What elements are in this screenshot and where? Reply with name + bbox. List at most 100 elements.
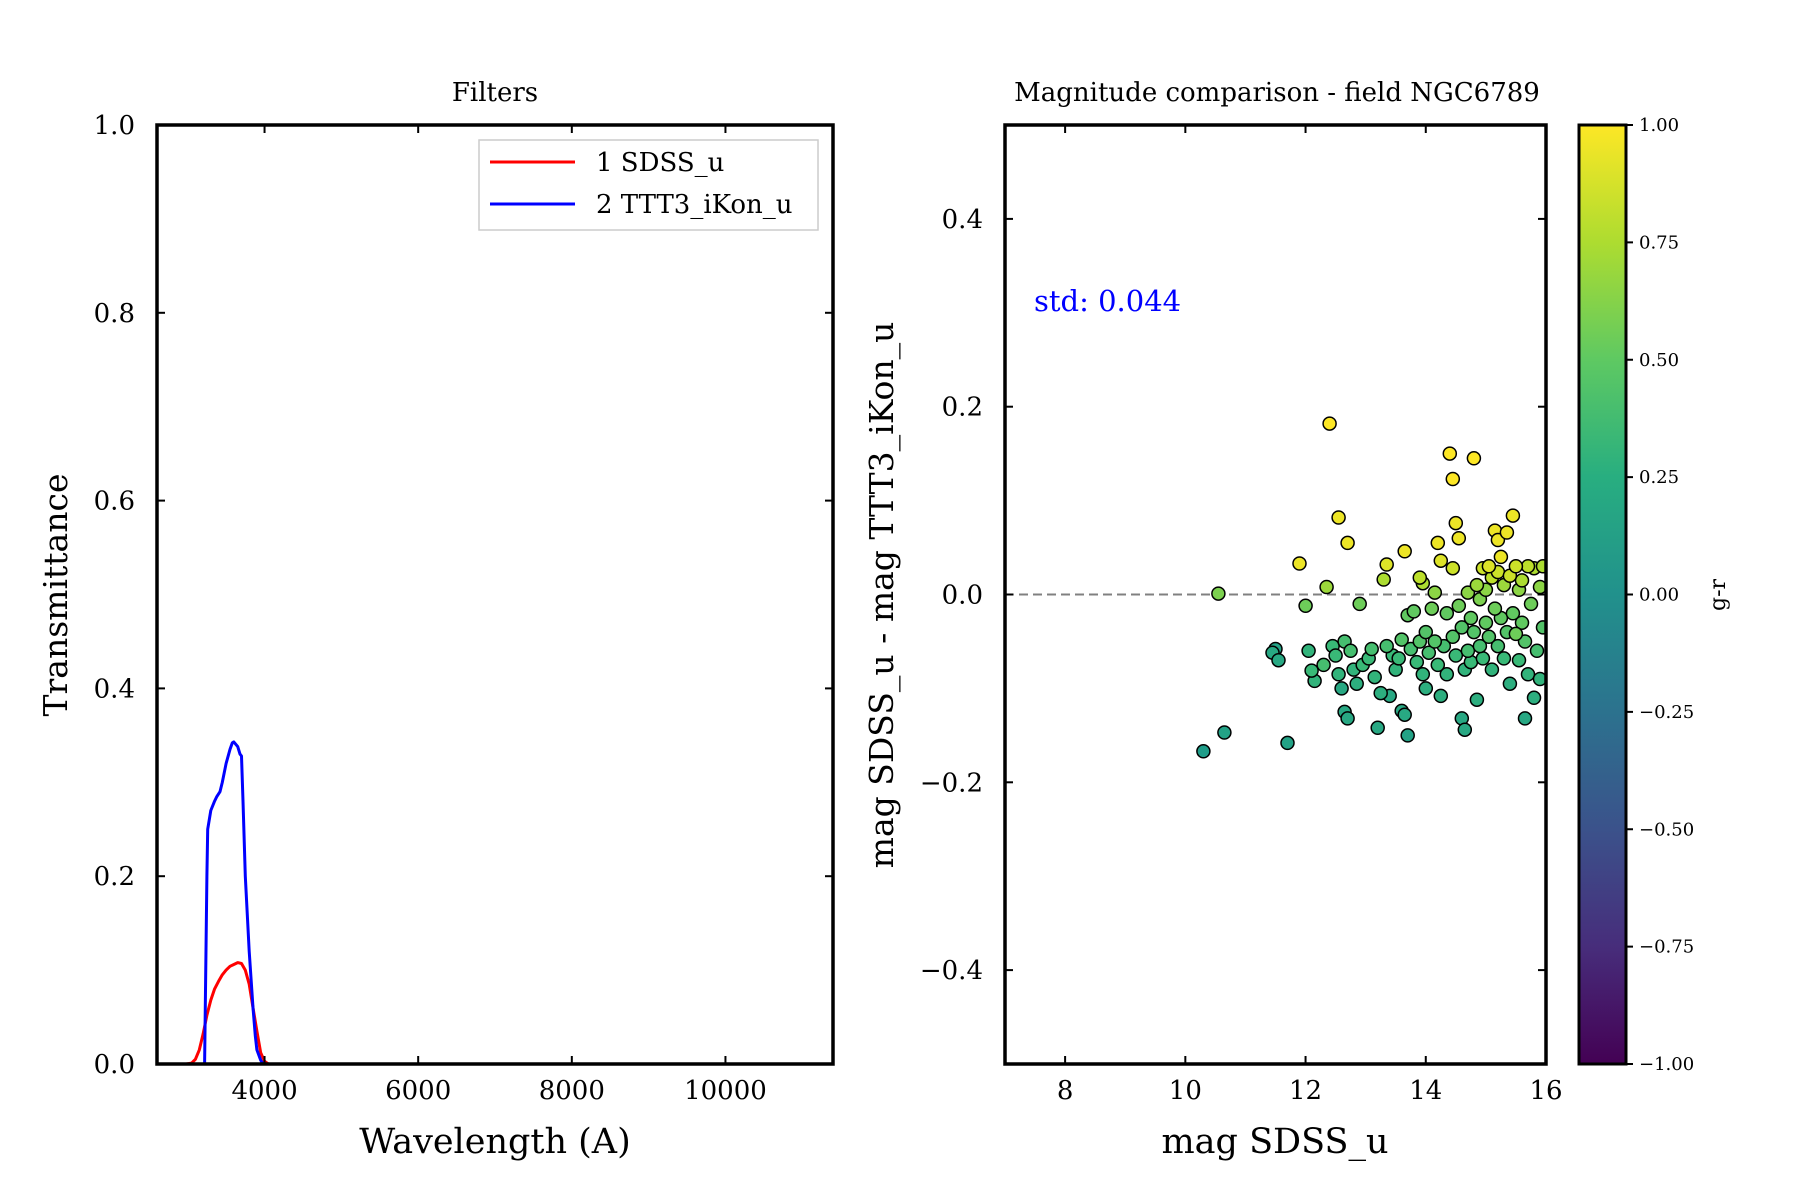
scatter-point (1475, 651, 1491, 666)
scatter-point (1298, 598, 1313, 614)
scatter-point (1463, 610, 1479, 626)
colorbar-gradient (1577, 123, 1628, 1066)
scatter-point (1469, 577, 1485, 593)
y-tick-label-1: −0.2 (920, 768, 983, 798)
y-tick-label-5: 1.0 (94, 111, 135, 141)
legend-label-ttt3-ikon-u: 2 TTT3_iKon_u (596, 190, 793, 220)
scatter-point (1364, 641, 1379, 657)
colorbar-tick-label-4: 0.00 (1639, 585, 1679, 606)
scatter-point (1517, 711, 1533, 726)
x-tick-label-10000: 10000 (684, 1076, 767, 1106)
scatter-point (1373, 685, 1388, 701)
x-tick-label-4000: 4000 (231, 1076, 297, 1106)
magnitude-panel: Magnitude comparison - field NGC6789 8 10… (862, 78, 1563, 1162)
scatter-point (1370, 720, 1385, 736)
filters-ylabel: Transmittance (36, 474, 75, 717)
scatter-point (1529, 643, 1545, 659)
x-tick-label-16: 16 (1529, 1076, 1562, 1106)
scatter-point (1328, 648, 1343, 663)
scatter-point (1379, 638, 1394, 654)
colorbar-ticks: −1.00 −0.75 −0.50 −0.25 0.00 0.25 0.50 0.75 1.00 (1626, 115, 1694, 1075)
scatter-point (1304, 663, 1319, 678)
scatter-point (1439, 667, 1455, 682)
scatter-point (1415, 667, 1431, 682)
scatter-point (1505, 606, 1521, 621)
y-tick-label-2: 0.0 (942, 581, 983, 611)
scatter-point (1376, 572, 1391, 587)
scatter-point (1472, 638, 1488, 654)
std-annotation: std: 0.044 (1034, 284, 1181, 318)
scatter-point (1430, 657, 1446, 673)
y-tick-label-1: 0.2 (94, 862, 135, 892)
y-tick-label-3: 0.2 (942, 393, 983, 423)
scatter-point (1469, 692, 1485, 707)
x-tick-label-6000: 6000 (385, 1076, 451, 1106)
scatter-point (1523, 596, 1539, 612)
filters-title: Filters (452, 78, 538, 108)
x-tick-label-10: 10 (1169, 1076, 1202, 1106)
filters-series-group (185, 740, 270, 1064)
filters-axes-frame (155, 123, 835, 1066)
colorbar-tick-label-8: 1.00 (1639, 115, 1679, 136)
scatter-point (1511, 652, 1527, 668)
scatter-point (1451, 598, 1467, 614)
scatter-point (1343, 643, 1358, 659)
magnitude-xlabel: mag SDSS_u (1161, 1122, 1388, 1162)
scatter-point (1508, 559, 1524, 574)
scatter-point (1535, 620, 1546, 635)
scatter-point (1433, 688, 1449, 704)
scatter-point (1430, 535, 1446, 551)
y-tick-label-0: 0.0 (94, 1050, 135, 1080)
scatter-point (1367, 669, 1382, 685)
scatter-point (1394, 632, 1409, 647)
scatter-point (1316, 657, 1331, 673)
scatter-point (1412, 570, 1428, 585)
scatter-point (1439, 606, 1455, 621)
scatter-point (1505, 508, 1521, 523)
scatter-point (1397, 707, 1412, 722)
scatter-point (1520, 667, 1536, 682)
scatter-point (1334, 681, 1349, 696)
scatter-point (1397, 544, 1412, 559)
scatter-point (1445, 560, 1461, 576)
scatter-point (1514, 615, 1530, 630)
filters-legend: 1 SDSS_u 2 TTT3_iKon_u (478, 139, 819, 231)
y-tick-label-4: 0.4 (942, 205, 983, 235)
scatter-point (1514, 573, 1530, 588)
scatter-point (1445, 471, 1461, 487)
series-line-2-ttt3-ikon-u (203, 740, 265, 1064)
filters-panel: Filters 4000 6000 8000 10000 0.0 0.2 0.4 0.6 0.8… (36, 78, 835, 1162)
colorbar: −1.00 −0.75 −0.50 −0.25 0.00 0.25 0.50 0.75 1.00… (1577, 115, 1731, 1075)
scatter-point (1490, 638, 1506, 654)
legend-box (478, 139, 819, 231)
scatter-point (1433, 553, 1449, 568)
legend-label-sdss-u: 1 SDSS_u (596, 148, 724, 178)
scatter-point (1331, 510, 1346, 525)
scatter-point (1457, 722, 1473, 737)
scatter-point (1451, 530, 1467, 546)
scatter-point (1379, 557, 1394, 572)
scatter-point (1454, 620, 1470, 635)
colorbar-tick-label-3: −0.25 (1639, 702, 1694, 723)
scatter-point (1349, 676, 1364, 691)
scatter-point (1427, 634, 1443, 649)
scatter-point (1502, 676, 1518, 691)
scatter-point (1340, 535, 1355, 551)
scatter-point (1526, 690, 1542, 706)
magnitude-ticks: 8 10 12 14 16 −0.4 −0.2 0.0 0.2 0.4 (920, 125, 1563, 1106)
scatter-point (1400, 728, 1415, 743)
scatter-point (1427, 585, 1443, 600)
x-tick-label-14: 14 (1409, 1076, 1442, 1106)
scatter-point (1466, 624, 1482, 640)
scatter-point (1532, 671, 1546, 687)
scatter-point (1280, 735, 1295, 751)
filters-ticks: 4000 6000 8000 10000 0.0 0.2 0.4 0.6 0.8 1.0 (94, 111, 833, 1106)
scatter-point (1448, 648, 1464, 663)
colorbar-label: g-r (1706, 579, 1731, 612)
scatter-point (1322, 416, 1337, 431)
scatter-point (1292, 556, 1307, 571)
scatter-point (1340, 711, 1355, 726)
y-tick-label-2: 0.4 (94, 674, 135, 704)
scatter-point (1481, 629, 1497, 645)
